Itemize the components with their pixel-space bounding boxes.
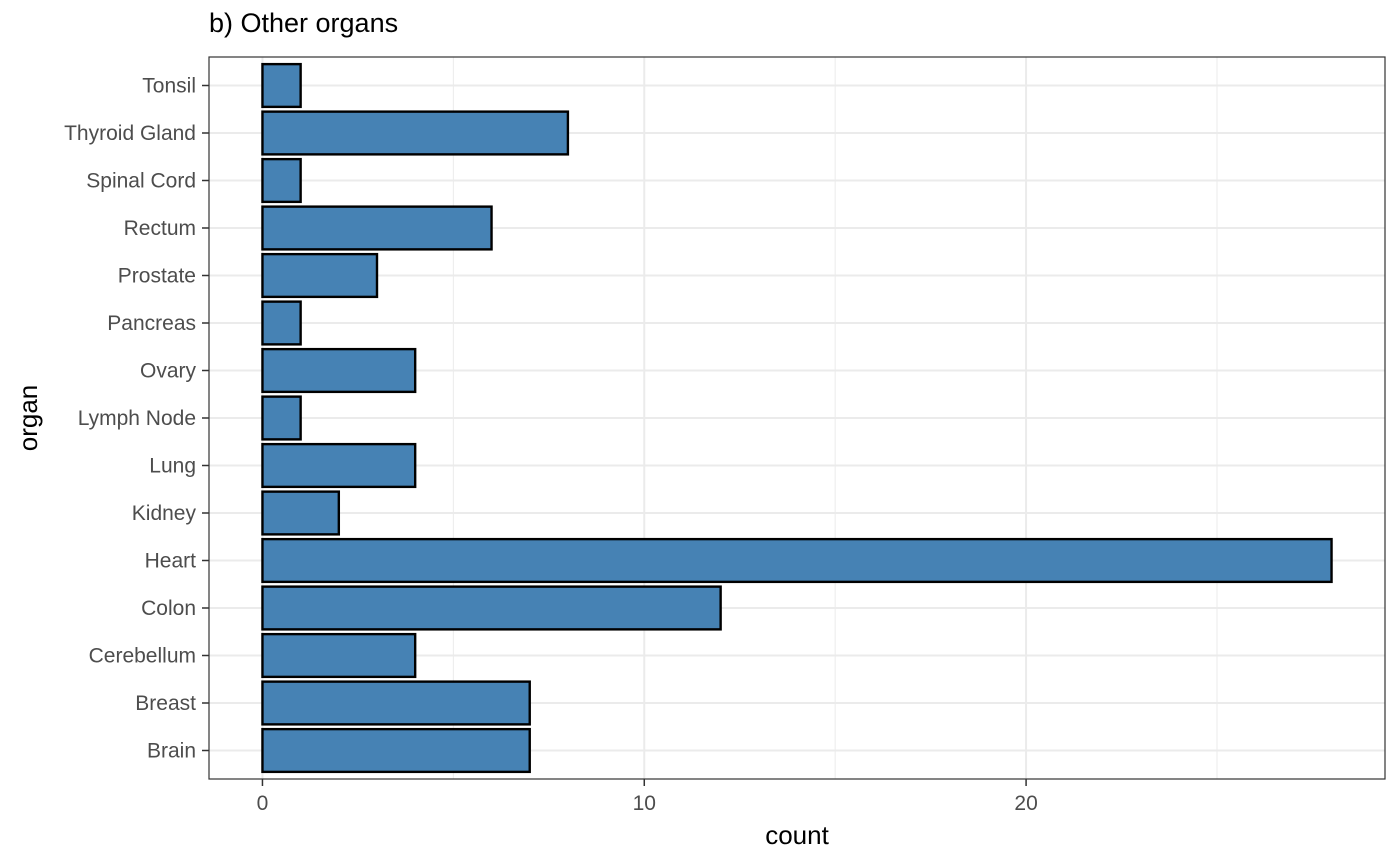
x-tick-label: 10	[633, 792, 656, 815]
y-tick-label: Breast	[135, 692, 196, 715]
y-tick-label: Ovary	[140, 360, 197, 383]
y-tick-label: Colon	[141, 597, 196, 620]
y-tick-label: Prostate	[118, 265, 196, 288]
y-tick-label: Pancreas	[107, 312, 196, 335]
y-tick-label: Kidney	[132, 502, 197, 525]
bar-cerebellum	[261, 632, 417, 679]
y-tick-label: Brain	[147, 740, 196, 763]
y-tick-label: Rectum	[124, 217, 196, 240]
y-tick-label: Lymph Node	[78, 407, 196, 430]
y-tick-label: Spinal Cord	[86, 170, 196, 193]
bar-breast	[261, 680, 531, 726]
x-axis: 0 10 20	[257, 779, 1038, 815]
bar-thyroid-gland	[261, 110, 570, 156]
bar-spinal-cord	[261, 157, 302, 204]
y-tick-label: Thyroid Gland	[64, 122, 196, 145]
x-axis-title: count	[765, 820, 829, 850]
bar-lymph-node	[261, 395, 302, 441]
bar-heart	[261, 537, 1333, 584]
chart-title: b) Other organs	[209, 8, 399, 38]
bar-kidney	[261, 490, 341, 536]
bar-lung	[261, 442, 417, 489]
y-tick-label: Tonsil	[142, 75, 196, 98]
bar-prostate	[261, 252, 379, 299]
y-tick-label: Heart	[145, 550, 197, 573]
y-tick-label: Lung	[149, 455, 196, 478]
y-axis: Brain Breast Cerebellum Colon Heart Kidney Lun…	[64, 75, 209, 763]
bar-rectum	[261, 205, 493, 251]
bar-ovary	[261, 347, 417, 394]
bar-pancreas	[261, 300, 302, 346]
bar-brain	[261, 727, 531, 774]
x-tick-label: 0	[257, 792, 269, 815]
bar-colon	[261, 585, 722, 631]
bar-tonsil	[261, 62, 302, 109]
x-tick-label: 20	[1014, 792, 1037, 815]
y-tick-label: Cerebellum	[89, 645, 196, 668]
bars	[261, 62, 1333, 774]
y-axis-title: organ	[13, 385, 43, 452]
